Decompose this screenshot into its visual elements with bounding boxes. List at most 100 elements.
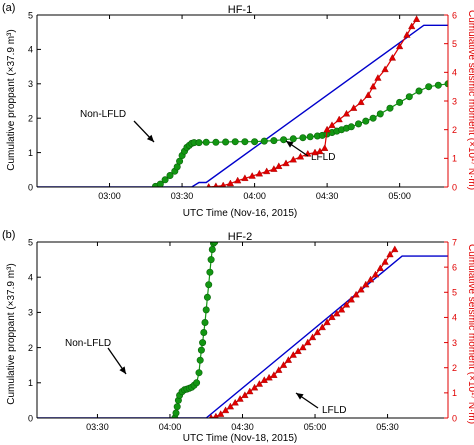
panel-a-arrow-lfld-head	[286, 141, 294, 148]
panel-a-series-lfld-point	[364, 91, 372, 98]
panel-b-series-lfld-point	[337, 305, 346, 313]
panel-b-series-lfld-point	[294, 347, 302, 354]
panel-a-series-non-lfld-point	[202, 138, 210, 146]
panel-a-series-lfld-point	[220, 181, 227, 187]
panel-a-series-lfld-point	[381, 65, 389, 73]
panel-a-series-non-lfld-point	[176, 157, 184, 165]
panel-b-series-non-lfld-point	[208, 246, 216, 254]
panel-b-series-lfld-point	[255, 380, 264, 387]
panel-a-x-tick-label: 03:30	[171, 191, 194, 201]
panel-b-ylabel-left: Cumulative proppant (×37.9 m³)	[6, 263, 17, 404]
panel-a-series-non-lfld-point	[405, 93, 413, 101]
panel-b-series-non-lfld-point	[196, 356, 204, 364]
panel-b-series-lfld-point	[347, 295, 355, 303]
panel-b-series-lfld-point	[386, 250, 394, 258]
panel-b-series-non-lfld-point	[207, 256, 215, 264]
panel-b-series-lfld-point	[304, 338, 312, 346]
panel-a-y-tick-label-right: 0	[452, 182, 457, 192]
panel-a-series-lfld-point	[395, 42, 404, 50]
panel-a-y-tick-label-left: 0	[28, 182, 33, 192]
panel-b-y-tick-label-right: 6	[452, 262, 457, 272]
panel-b-x-tick-label: 03:30	[86, 422, 109, 432]
panel-a-series-non-lfld-point	[195, 139, 203, 147]
panel-b-series-lfld-point	[208, 413, 214, 418]
panel-a-data	[37, 15, 448, 187]
panel-b-series-lfld-point	[323, 318, 331, 326]
panel-a-series-lfld-point	[282, 159, 290, 167]
panel-b-y-tick-label-right: 4	[452, 313, 457, 323]
panel-a-series-lfld-point	[342, 109, 351, 117]
panel-b-series-non-lfld-point	[197, 346, 205, 354]
panel-a-x-tick-label: 04:30	[316, 191, 339, 201]
panel-a-series-lfld-point	[374, 74, 382, 81]
panel-b-series-lfld-point	[318, 323, 326, 331]
panel-b-series-lfld-point	[279, 361, 288, 368]
panel-b-xlabel: UTC Time (Nov-18, 2015)	[183, 433, 297, 444]
panel-a-series-non-lfld-point	[425, 83, 433, 91]
panel-a-series-lfld-point	[321, 144, 329, 151]
panel-a-y-tick-label-left: 4	[28, 45, 33, 55]
panel-a-series-non-lfld-point	[376, 110, 384, 118]
panel-a-series-lfld-point	[234, 176, 242, 184]
panel-a-series-non-lfld-point	[222, 138, 230, 146]
panel-b-series-lfld-point	[241, 391, 249, 398]
panel-b-y-tick-label-left: 4	[28, 273, 33, 283]
panel-a-series-lfld-point	[388, 53, 397, 61]
panel-a-x-tick-label: 03:00	[98, 191, 121, 201]
panel-b-y-tick-label-left: 0	[28, 413, 33, 423]
panel-b-series-lfld-point	[333, 309, 341, 317]
panel-a-series-non-lfld-point	[289, 135, 297, 143]
panel-a-plot: 03:00 03:30 04:00 04:30 05:00 0 1 2 3 4 5 0 1 2 3 4 5 6	[28, 10, 457, 201]
panel-b-y-tick-label-left: 5	[28, 237, 33, 247]
panel-a-series-non-lfld-point	[306, 133, 314, 141]
panel-a-annotation-non-lfld: Non-LFLD	[80, 109, 126, 120]
panel-a-series-lfld-point	[263, 167, 271, 175]
panel-a-series-non-lfld-point	[415, 87, 423, 95]
panel-b-series-lfld-point	[221, 406, 230, 414]
panel-b-series-lfld-line	[210, 249, 396, 418]
panel-a-series-non-lfld-point	[354, 120, 362, 128]
panel-a-y-tick-label-right: 4	[452, 68, 457, 78]
panel-b-series-lfld-point	[357, 285, 365, 293]
panel-b-series-lfld-point	[328, 313, 336, 320]
panel-b-x-tick-label: 05:00	[304, 422, 327, 432]
panel-a-series-non-lfld-point	[231, 138, 239, 146]
panel-b-series-non-lfld-point	[199, 339, 207, 347]
panel-b-arrow-lfld-head	[296, 393, 304, 400]
panel-a-y-tick-label-right: 1	[452, 154, 457, 164]
panel-b-series-non-lfld-point	[195, 369, 203, 377]
panel-b-plot: 03:30 04:00 04:30 05:00 05:30 0 1 2 3 4 5 0 1 2 3 4 5 6 7	[28, 237, 457, 432]
panel-a-ylabel-right: Cumulative seismic moment (×10¹⁷ N·m)	[466, 10, 474, 190]
panel-b-series-non-lfld-point	[203, 293, 211, 301]
panel-a-series-non-lfld-point	[161, 176, 169, 184]
panel-b-y-tick-label-right: 3	[452, 338, 457, 348]
panel-a-annotation-lfld: LFLD	[311, 152, 335, 163]
panel-a-xlabel: UTC Time (Nov-16, 2015)	[183, 208, 297, 219]
panel-b-series-lfld-point	[376, 264, 384, 271]
panel-b-series-non-lfld-point	[206, 268, 214, 276]
panel-b-y-tick-label-right: 1	[452, 388, 457, 398]
panel-a-series-non-lfld-point	[270, 137, 278, 145]
panel-b-series-lfld-point	[250, 383, 259, 391]
panel-a-series-lfld-point	[248, 172, 256, 179]
panel-a-series-lfld-point	[369, 82, 377, 90]
panel-a-ylabel-left: Cumulative proppant (×37.9 m³)	[6, 29, 17, 170]
panel-a-series-non-lfld-point	[386, 104, 394, 112]
panel-a-series-non-lfld-point	[166, 172, 174, 180]
panel-a-x-tick-label: 04:00	[243, 191, 266, 201]
panel-a-series-lfld-point	[323, 125, 331, 133]
panel-b-series-non-lfld-point	[202, 306, 210, 314]
panel-b-series-lfld-point	[284, 356, 293, 363]
panel-a-series-non-lfld-point	[347, 123, 355, 131]
panel-a-series-lfld-point	[275, 162, 283, 170]
panel-a-series-lfld-point	[403, 31, 411, 38]
panel-b-series-proppant-line	[37, 255, 448, 418]
panel-a-series-non-lfld-point	[251, 138, 259, 146]
panel-a-series-lfld-point	[335, 115, 343, 123]
panel-a-series-lfld-point	[412, 15, 421, 22]
panel-b-series-non-lfld-point	[201, 318, 209, 326]
panel-b-y-tick-label-left: 3	[28, 308, 33, 318]
panel-b-series-non-lfld-point	[173, 403, 181, 411]
panel-a-series-lfld-point	[357, 98, 365, 106]
